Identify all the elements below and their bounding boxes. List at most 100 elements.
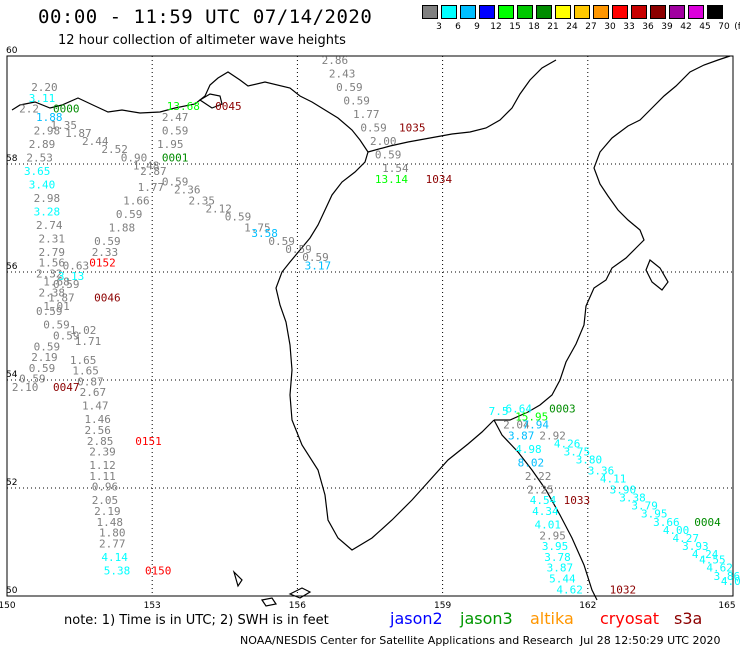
legend-bin-label: 42 bbox=[680, 22, 692, 32]
pass-time-label: 0004 bbox=[694, 516, 721, 529]
legend-s3a: s3a bbox=[674, 609, 703, 628]
wave-height-value: 4.26 bbox=[554, 438, 581, 451]
wave-height-value: 1.12 bbox=[89, 459, 116, 472]
pass-time-label: 0151 bbox=[135, 435, 162, 448]
wave-height-value: 3.80 bbox=[576, 454, 603, 467]
wave-height-value: 0.59 bbox=[116, 208, 142, 221]
legend-jason2: jason2 bbox=[390, 609, 443, 628]
pass-time-label: 0001 bbox=[162, 151, 189, 164]
wave-height-value: 3.17 bbox=[305, 259, 332, 272]
wave-height-value: 3.87 bbox=[547, 562, 574, 575]
lat-tick-label: 54 bbox=[6, 370, 18, 380]
wave-height-value: 4.00 bbox=[663, 524, 690, 537]
pass-time-label: 1034 bbox=[426, 173, 453, 186]
kuril-islands bbox=[232, 569, 312, 607]
pass-time-label: 0045 bbox=[215, 100, 242, 113]
wave-height-value: 3.79 bbox=[631, 500, 658, 513]
wave-height-value: 4.24 bbox=[692, 548, 719, 561]
wave-height-value: 0.59 bbox=[94, 235, 121, 248]
legend-swatch bbox=[441, 5, 457, 19]
wave-height-value: 2.25 bbox=[527, 483, 554, 496]
wave-height-value: 1.95 bbox=[157, 138, 184, 151]
wave-height-value: 2.77 bbox=[99, 537, 126, 550]
wave-height-value: 3.95 bbox=[542, 540, 569, 553]
legend-bin-label: 6 bbox=[455, 22, 461, 32]
wave-height-value: 1.65 bbox=[70, 354, 97, 367]
coastline-penzhina bbox=[367, 59, 557, 153]
wave-height-value: 2.33 bbox=[92, 246, 119, 259]
wave-height-value: 3.90 bbox=[610, 483, 637, 496]
legend-unit: (ft) bbox=[734, 22, 740, 32]
wave-height-value: 2.04 bbox=[503, 419, 530, 432]
wave-height-value: 2.89 bbox=[29, 138, 55, 151]
lon-tick-label: 159 bbox=[434, 601, 451, 611]
wave-height-value: 2.56 bbox=[84, 424, 111, 437]
wave-height-value: 0.59 bbox=[53, 330, 79, 343]
legend-bin-label: 15 bbox=[509, 22, 521, 32]
lat-tick-label: 56 bbox=[6, 262, 18, 272]
pass-time-label: 0150 bbox=[145, 564, 172, 577]
wave-height-value: 3.75 bbox=[564, 446, 591, 459]
legend-bin-label: 21 bbox=[547, 22, 559, 32]
wave-height-value: 0.59 bbox=[343, 95, 370, 108]
wave-height-value: 1.88 bbox=[109, 222, 136, 235]
wave-height-value: 2.98 bbox=[34, 192, 61, 205]
wave-height-value: 2.95 bbox=[539, 529, 566, 542]
wave-height-value: 2.92 bbox=[539, 429, 566, 442]
lon-tick-label: 156 bbox=[289, 601, 306, 611]
wave-height-value: 0.59 bbox=[268, 235, 295, 248]
wave-height-value: 2.19 bbox=[94, 505, 121, 518]
wave-height-value: 0.59 bbox=[36, 305, 63, 318]
wave-height-value: 4.04 bbox=[721, 575, 740, 588]
graticule bbox=[6, 55, 734, 597]
wave-height-value: 5.38 bbox=[104, 564, 131, 577]
legend-swatch bbox=[612, 5, 628, 19]
wave-height-value: 0.59 bbox=[19, 373, 45, 386]
wave-height-value: 2.52 bbox=[101, 143, 128, 156]
wave-height-value: 2.39 bbox=[89, 446, 116, 459]
lat-tick-label: 58 bbox=[6, 154, 18, 164]
legend-swatch bbox=[574, 5, 590, 19]
legend-swatch bbox=[631, 5, 647, 19]
legend-swatch bbox=[688, 5, 704, 19]
legend-cryosat: cryosat bbox=[600, 609, 660, 628]
wave-height-value: 2.98 bbox=[34, 124, 61, 137]
wave-height-value: 1.02 bbox=[70, 324, 97, 337]
legend-bin-label: 45 bbox=[699, 22, 711, 32]
wave-height-value: 4.62 bbox=[706, 562, 733, 575]
wave-height-value: 0.59 bbox=[285, 243, 312, 256]
koni-peninsula bbox=[198, 93, 223, 109]
wave-height-value: 1.48 bbox=[133, 159, 160, 172]
wave-height-value: 4.11 bbox=[600, 473, 627, 486]
wave-height-value: 1.80 bbox=[99, 527, 126, 540]
wave-height-value: 5.44 bbox=[549, 573, 576, 586]
wave-height-value: 2.2 bbox=[19, 103, 39, 116]
wave-height-value: 0.59 bbox=[29, 362, 55, 375]
wave-height-value: 0.90 bbox=[121, 151, 147, 164]
wave-height-value: 2.67 bbox=[80, 386, 107, 399]
wave-height-value: 1.77 bbox=[138, 181, 165, 194]
lat-tick-label: 60 bbox=[6, 46, 18, 56]
lon-tick-label: 150 bbox=[0, 601, 16, 611]
wave-height-value: 3.66 bbox=[653, 516, 680, 529]
wave-height-value: 2.87 bbox=[140, 165, 167, 178]
wave-height-value: 1.75 bbox=[244, 222, 271, 235]
pass-time-label: 1032 bbox=[610, 583, 637, 596]
legend-swatch bbox=[593, 5, 609, 19]
legend-swatch bbox=[517, 5, 533, 19]
wave-height-value: 2.20 bbox=[31, 81, 58, 94]
wave-height-value: 2.10 bbox=[12, 381, 39, 394]
wave-height-value: 0.59 bbox=[375, 149, 402, 162]
wave-height-value: 1.56 bbox=[38, 257, 65, 270]
wave-height-value: 3.28 bbox=[34, 205, 61, 218]
wave-height-value: 0.63 bbox=[63, 259, 90, 272]
legend-bin-label: 24 bbox=[566, 22, 578, 32]
pass-time-label: 1033 bbox=[564, 494, 591, 507]
karaginsky-island bbox=[645, 259, 669, 291]
wave-height-value: 4.98 bbox=[515, 443, 542, 456]
wave-height-value: 2.22 bbox=[525, 470, 552, 483]
wave-height-value: 1.88 bbox=[36, 111, 63, 124]
axis-tick-labels: 150 153 156 159 162 165 50 52 54 56 58 60 bbox=[0, 46, 736, 611]
pass-time-label: 0046 bbox=[94, 292, 121, 305]
wave-height-value: 4.54 bbox=[530, 494, 557, 507]
